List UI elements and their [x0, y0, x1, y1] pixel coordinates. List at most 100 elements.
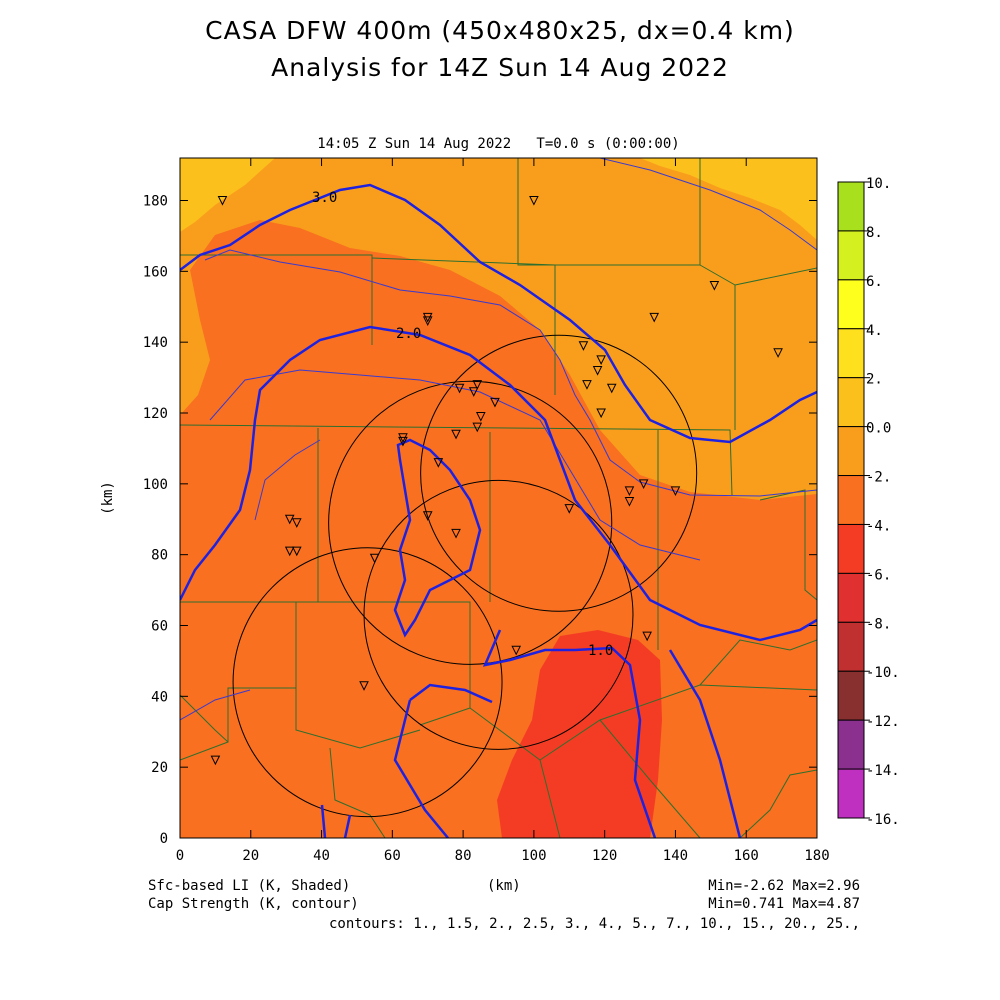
station-marker — [709, 281, 720, 291]
x-tick-label: 100 — [521, 848, 546, 864]
y-tick-label: 100 — [143, 477, 168, 493]
contour-label-3: 3.0 — [312, 190, 337, 206]
station-marker — [422, 511, 433, 521]
colorbar-label: -8. — [866, 616, 891, 632]
shade-region-2-to-4-northeast — [640, 158, 817, 240]
radar-ring-3 — [363, 479, 634, 750]
station-marker — [606, 383, 617, 394]
station-marker — [578, 341, 589, 351]
colorbar-swatch — [837, 426, 865, 477]
colorbar-label: 2. — [866, 372, 883, 388]
county-boundaries — [180, 158, 817, 838]
y-tick-label: 160 — [143, 264, 168, 280]
station-marker — [369, 553, 380, 564]
station-marker — [511, 645, 522, 656]
footer-shade-minmax: Min=-2.62 Max=2.96 — [708, 878, 860, 894]
station-marker — [564, 504, 575, 514]
x-tick-label: 80 — [455, 848, 472, 864]
colorbar-label: -10. — [866, 665, 900, 681]
station-marker — [642, 631, 652, 642]
colorbar-label: 0.0 — [866, 421, 891, 437]
station-marker — [592, 366, 603, 376]
station-marker — [638, 479, 649, 489]
footer-contour-minmax: Min=0.741 Max=4.87 — [708, 896, 860, 912]
station-marker — [210, 755, 221, 766]
x-tick-label: 40 — [313, 848, 330, 864]
contour-label-1: 1.0 — [588, 643, 613, 659]
colorbar-label: 4. — [866, 323, 883, 339]
x-tick-label: 120 — [592, 848, 617, 864]
shade-region-2-to-4-northwest — [180, 158, 275, 232]
x-tick-label: 60 — [384, 848, 401, 864]
valid-time-label: 14:05 Z Sun 14 Aug 2022 T=0.0 s (0:00:00… — [317, 136, 680, 152]
colorbar-swatch — [837, 328, 865, 379]
colorbar-label: -6. — [866, 567, 891, 583]
station-marker — [422, 316, 433, 327]
figure-subtitle: Analysis for 14Z Sun 14 Aug 2022 — [271, 53, 729, 82]
colorbar-swatch — [837, 181, 865, 232]
x-tick-label: 180 — [804, 848, 829, 864]
colorbar: 10. 8. 6. 4. 2. 0.0 -2. -4. -6. -8. -10. -12. -14. -1… — [837, 176, 900, 828]
station-marker — [433, 458, 444, 468]
footer-contour-field: Cap Strength (K, contour) — [148, 896, 359, 912]
y-tick-label: 180 — [143, 194, 168, 210]
colorbar-label: -16. — [866, 812, 900, 828]
station-marker — [529, 196, 539, 206]
colorbar-swatch — [837, 719, 865, 770]
y-tick-label: 0 — [160, 831, 168, 847]
station-marker — [472, 380, 483, 390]
station-marker — [284, 546, 295, 557]
thin-contours — [180, 158, 817, 721]
figure-title: CASA DFW 400m (450x480x25, dx=0.4 km) — [205, 16, 795, 45]
x-tick-label: 140 — [663, 848, 688, 864]
colorbar-label: 10. — [866, 176, 891, 192]
x-tick-label: 160 — [734, 848, 759, 864]
y-axis-label: (km) — [100, 481, 116, 515]
station-marker — [649, 312, 660, 323]
y-tick-label: 140 — [143, 335, 168, 351]
radar-ring-1 — [420, 334, 698, 612]
station-marker — [468, 387, 479, 397]
station-marker — [291, 546, 302, 557]
colorbar-label: -2. — [866, 470, 891, 486]
y-tick-label: 80 — [151, 548, 168, 564]
station-marker — [359, 681, 369, 691]
colorbar-swatch — [837, 279, 865, 330]
y-tick-label: 60 — [151, 619, 168, 635]
y-axis: 0 20 40 60 80 100 120 140 160 180 — [143, 194, 817, 847]
radar-range-rings — [232, 334, 698, 818]
station-marker — [773, 348, 783, 358]
contour-label-2: 2.0 — [396, 326, 421, 342]
colorbar-label: -14. — [866, 763, 900, 779]
x-axis-label: (km) — [487, 878, 521, 894]
station-marker — [451, 528, 461, 539]
station-marker — [284, 514, 295, 525]
footer-contour-levels: contours: 1., 1.5, 2., 2.5, 3., 4., 5., … — [328, 916, 860, 932]
colorbar-swatch — [837, 523, 865, 574]
station-marker — [490, 397, 500, 408]
station-marker — [596, 408, 606, 419]
radar-ring-4 — [232, 547, 503, 818]
colorbar-label: -4. — [866, 518, 891, 534]
station-marker — [451, 429, 461, 440]
station-marker — [670, 486, 681, 497]
map-frame — [179, 157, 818, 839]
colorbar-swatch — [837, 768, 865, 819]
y-tick-label: 120 — [143, 406, 168, 422]
y-tick-label: 40 — [151, 689, 168, 705]
x-tick-label: 0 — [176, 848, 184, 864]
colorbar-swatch — [837, 621, 865, 672]
station-marker — [291, 518, 302, 528]
station-marker — [472, 422, 483, 433]
footer-shaded-field: Sfc-based LI (K, Shaded) — [148, 878, 351, 894]
station-markers — [210, 196, 783, 766]
colorbar-label: 8. — [866, 225, 883, 241]
x-axis: 0 20 40 60 80 100 120 140 160 180 — [176, 158, 830, 864]
station-marker — [398, 436, 408, 447]
station-marker — [624, 497, 635, 507]
colorbar-label: 6. — [866, 274, 883, 290]
colorbar-swatch — [837, 230, 865, 281]
colorbar-swatch — [837, 475, 865, 525]
radar-ring-2 — [328, 380, 613, 665]
